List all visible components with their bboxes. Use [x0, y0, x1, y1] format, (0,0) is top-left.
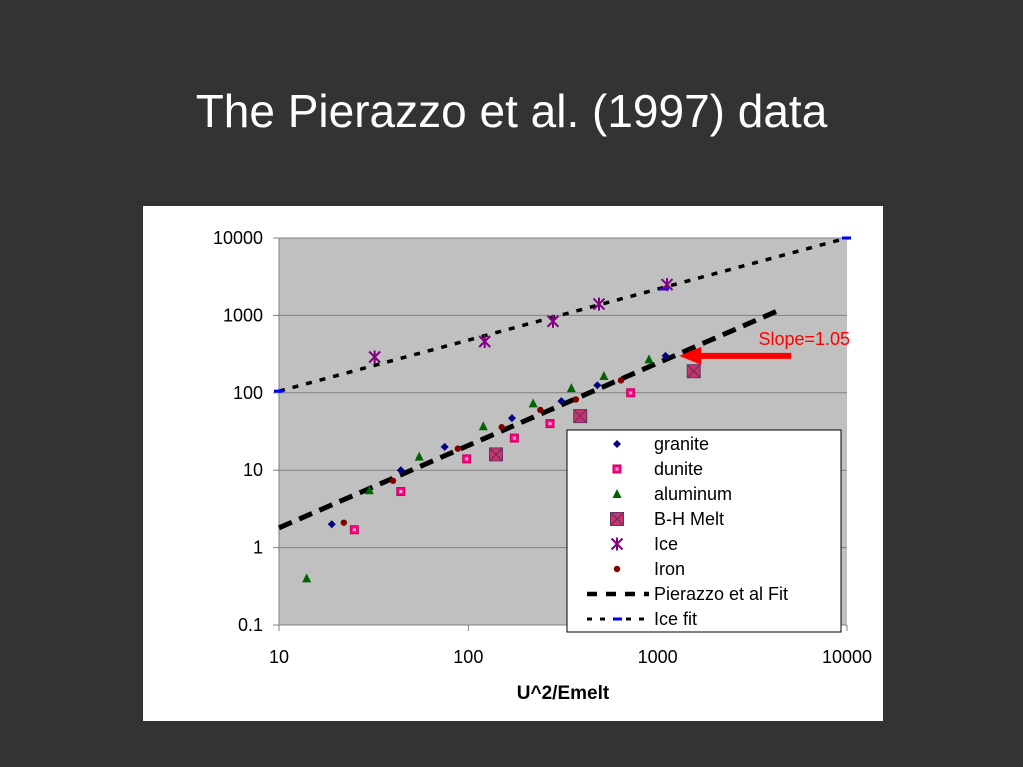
data-point-granite [327, 520, 336, 529]
data-point-aluminum [302, 573, 312, 583]
x-tick-label: 100 [453, 647, 483, 667]
y-tick-label: 1 [253, 538, 263, 558]
legend-label-ice-fit: Ice fit [654, 609, 697, 629]
data-point-aluminum [414, 451, 424, 461]
x-axis-title: U^2/Emelt [517, 683, 610, 704]
data-point-iron [617, 377, 625, 384]
data-point-b-h-melt [489, 447, 504, 462]
y-tick-label: 10000 [213, 228, 263, 248]
data-point-ice [546, 314, 560, 328]
data-point-granite [557, 397, 566, 406]
legend-label-granite: granite [654, 434, 709, 454]
y-tick-label: 10 [243, 460, 263, 480]
series-line-pierazzo-et-al-fit [278, 306, 783, 531]
legend-marker-granite [613, 440, 621, 448]
y-tick-label: 0.1 [238, 615, 263, 635]
data-point-iron [340, 519, 348, 526]
slope-arrow [679, 346, 792, 365]
data-point-b-h-melt [686, 364, 701, 379]
data-point-iron [454, 445, 462, 452]
series-line-ice-fit [278, 236, 848, 393]
data-point-aluminum [478, 421, 488, 431]
data-point-ice [368, 350, 381, 364]
data-point-granite [593, 381, 602, 390]
data-point-iron [498, 423, 505, 431]
data-point-iron [389, 477, 397, 484]
legend-box [566, 429, 842, 633]
data-point-granite [661, 351, 670, 360]
data-point-dunite [396, 487, 406, 497]
legend-marker-b-h-melt [610, 512, 624, 526]
data-point-dunite [545, 419, 555, 429]
x-tick-label: 1000 [638, 647, 678, 667]
data-point-granite [440, 442, 449, 451]
data-point-ice [660, 278, 674, 292]
legend-item-b-h-melt: B-H Melt [610, 509, 724, 529]
legend-item-dunite: dunite [612, 459, 703, 479]
y-tick-label: 100 [233, 383, 263, 403]
x-tick-label: 10000 [822, 647, 872, 667]
x-tick-label: 10 [269, 647, 289, 667]
slide-title: The Pierazzo et al. (1997) data [195, 85, 828, 137]
legend-marker-aluminum [612, 489, 622, 498]
data-point-dunite [626, 388, 636, 398]
legend-item-granite: granite [613, 434, 709, 454]
legend-item-ice: Ice [610, 534, 678, 554]
data-point-aluminum [364, 485, 374, 495]
legend-item-iron: Iron [613, 559, 685, 579]
legend-marker-dunite [612, 464, 622, 474]
legend-label-ice: Ice [654, 534, 678, 554]
legend-label-dunite: dunite [654, 459, 703, 479]
data-point-dunite [349, 525, 359, 535]
legend-label-b-h-melt: B-H Melt [654, 509, 724, 529]
chart-frame: 0.1 1 10 100 1000 10000 10 100 1000 10000 U^2/Emel… [143, 206, 883, 721]
data-point-iron [537, 406, 544, 414]
y-tick-label: 1000 [223, 305, 263, 325]
data-point-ice [478, 335, 491, 349]
legend-marker-ice [610, 537, 624, 551]
data-point-aluminum [644, 354, 654, 364]
legend-item-pierazzo-et-al-fit: Pierazzo et al Fit [587, 584, 788, 604]
data-point-granite [396, 466, 405, 475]
data-point-aluminum [566, 383, 576, 393]
data-point-aluminum [528, 398, 538, 408]
data-point-ice [592, 297, 606, 311]
legend-label-pierazzo-et-al-fit: Pierazzo et al Fit [654, 584, 788, 604]
legend-label-iron: Iron [654, 559, 685, 579]
legend-item-ice-fit: Ice fit [587, 609, 697, 629]
legend-marker-iron [613, 565, 621, 573]
slope-annotation: Slope=1.05 [758, 329, 850, 349]
legend-item-aluminum: aluminum [612, 484, 732, 504]
legend-label-aluminum: aluminum [654, 484, 732, 504]
data-point-iron [572, 396, 580, 403]
data-point-dunite [462, 454, 472, 464]
chart-svg: 0.1 1 10 100 1000 10000 10 100 1000 10000 U^2/Emel… [213, 228, 872, 704]
data-point-dunite [509, 433, 519, 443]
data-point-granite [507, 414, 516, 423]
data-point-aluminum [599, 370, 609, 380]
data-point-b-h-melt [573, 409, 588, 424]
